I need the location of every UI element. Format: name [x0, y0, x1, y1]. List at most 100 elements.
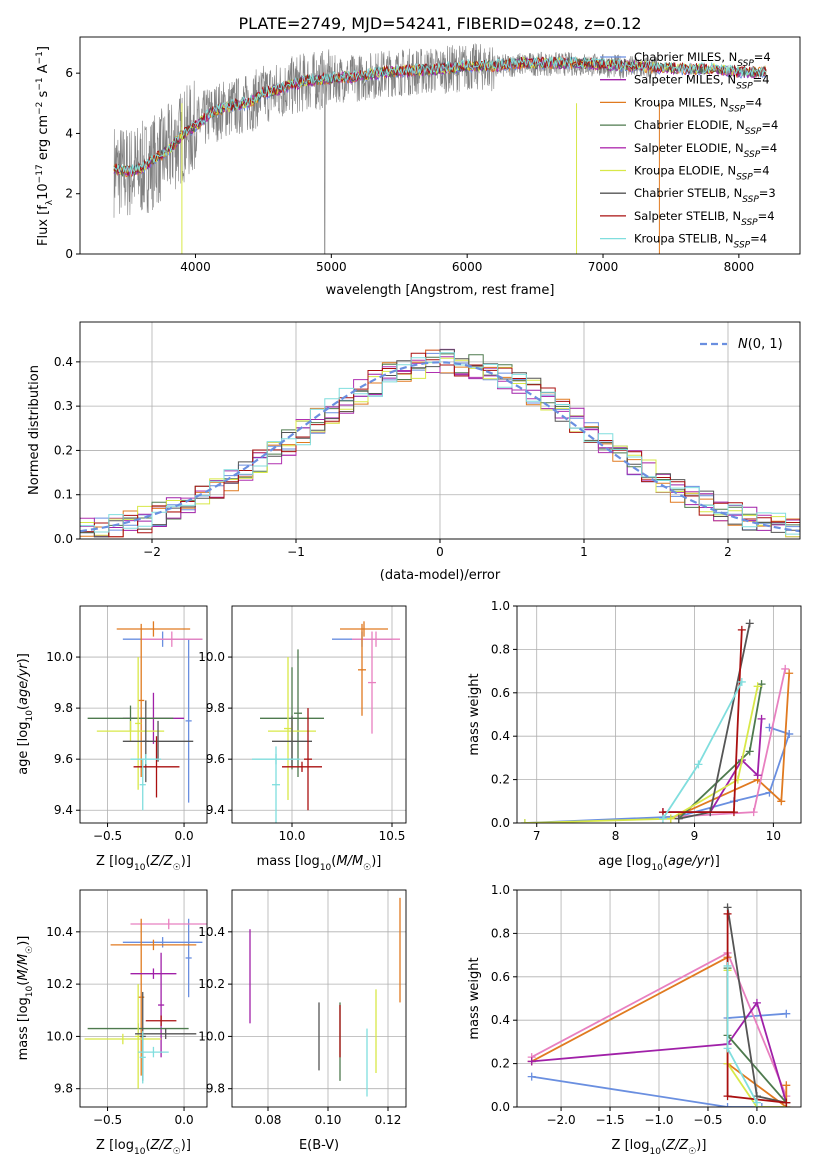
point-marker — [745, 619, 754, 628]
point-marker — [745, 747, 754, 756]
point-marker — [782, 1081, 791, 1090]
x-tick-label: −1.0 — [644, 1113, 673, 1127]
y-tick-label: 10.0 — [198, 650, 225, 664]
label-part: −2 — [35, 102, 45, 115]
x-tick-label: 0.0 — [175, 1113, 194, 1127]
label-part: ☉ — [363, 863, 371, 873]
y-tick-label: 9.4 — [54, 803, 73, 817]
observed-spectrum — [113, 43, 658, 254]
point-marker — [785, 669, 794, 678]
point-marker — [723, 1044, 732, 1053]
x-tick-label: 5000 — [316, 260, 347, 274]
point-marker — [658, 814, 667, 823]
y-tick-label: 10.0 — [46, 1029, 73, 1043]
label-part: Kroupa ELODIE, N — [634, 164, 736, 178]
plot-layer — [87, 621, 203, 811]
y-tick-label: 0.8 — [491, 926, 510, 940]
label-part: 10 — [25, 710, 35, 722]
point-marker — [527, 1072, 536, 1081]
label-part: ( — [661, 1138, 666, 1153]
point-marker — [752, 1098, 761, 1107]
label-part: Chabrier STELIB, N — [634, 186, 742, 200]
x-tick-label: 7000 — [588, 260, 619, 274]
point-marker — [694, 760, 703, 769]
label-part: ☉ — [173, 863, 181, 873]
label-part: Z/Z — [150, 1138, 174, 1153]
x-tick-label: 4000 — [180, 260, 211, 274]
label-part: )] — [16, 936, 31, 946]
label-part: Normed distribution — [27, 365, 42, 495]
y-tick-label: 0.4 — [491, 1013, 510, 1027]
axes-border — [231, 605, 407, 824]
label-part: 10 — [36, 183, 51, 200]
x-tick-label: −0.5 — [93, 1113, 122, 1127]
x-tick-label: 7 — [533, 829, 541, 843]
point-marker — [520, 819, 529, 823]
plot-layer — [527, 903, 791, 1107]
label-part: SSP — [741, 218, 758, 228]
y-tick-label: 9.8 — [54, 1082, 73, 1096]
label-part: ( — [331, 854, 336, 869]
label-part: (data-model)/error — [380, 568, 501, 583]
label-part: )] — [710, 854, 720, 869]
label-part: wavelength [Angstrom, rest frame] — [326, 283, 555, 298]
label-part: ☉ — [688, 1147, 696, 1157]
y-tick-label: 0.2 — [491, 773, 510, 787]
legend-label: Kroupa MILES, NSSP=4 — [634, 95, 762, 114]
label-part: N — [738, 337, 748, 352]
y-tick-label: 0.4 — [54, 355, 73, 369]
point-marker — [781, 664, 790, 673]
point-marker — [782, 1098, 791, 1107]
label-part: 10 — [134, 863, 146, 873]
point-marker — [752, 998, 761, 1007]
label-part: SSP — [737, 59, 754, 69]
point-marker — [723, 1103, 732, 1107]
label-part: mass [log — [16, 997, 31, 1060]
label-part: Z [log — [612, 1138, 650, 1153]
x-tick-label: 9 — [691, 829, 699, 843]
axes-frame: 0.08 0.10 0.12 9.8 10.0 10.2 10.4 — [198, 889, 407, 1127]
gaussian-curve — [80, 361, 800, 533]
label-part: s — [36, 90, 51, 101]
label-part: ( — [16, 981, 31, 986]
y-tick-label: 9.4 — [206, 803, 225, 817]
y-tick-label: 9.6 — [206, 752, 225, 766]
label-part: =4 — [761, 118, 778, 132]
axes-frame: −0.5 0.0 9.4 9.6 9.8 10.0 — [46, 605, 208, 843]
point-marker — [723, 909, 732, 918]
point-marker — [757, 714, 766, 723]
x-axis-label: Z [log10(Z/Z☉)] — [96, 1138, 191, 1157]
y-tick-label: 4 — [65, 126, 73, 140]
label-part: 10 — [134, 1147, 146, 1157]
label-part: age [log — [16, 722, 31, 775]
figure-title: PLATE=2749, MJD=54241, FIBERID=0248, z=0… — [238, 14, 641, 33]
x-tick-label: 10.0 — [279, 829, 306, 843]
axes-border — [79, 889, 208, 1108]
axes-frame: −0.5 0.0 9.8 10.0 10.2 10.4 — [46, 889, 208, 1127]
y-tick-label: 0.0 — [491, 816, 510, 830]
series-line — [670, 673, 791, 820]
label-part: −1 — [35, 77, 45, 90]
y-tick-label: 0.0 — [54, 532, 73, 546]
y-tick-label: 0.2 — [54, 443, 73, 457]
x-tick-label: −1.5 — [595, 1113, 624, 1127]
x-axis-label: (data-model)/error — [380, 568, 501, 583]
label-part: E(B-V) — [299, 1138, 339, 1153]
label-part: M/M — [336, 854, 363, 869]
label-part: =4 — [760, 141, 777, 155]
x-tick-label: −0.5 — [693, 1113, 722, 1127]
label-part: Salpeter MILES, N — [634, 73, 736, 87]
point-marker — [753, 682, 762, 691]
series-line — [524, 686, 759, 823]
label-part: 10 — [649, 1147, 661, 1157]
x-tick-label: −1 — [287, 545, 305, 559]
label-part: )] — [371, 854, 381, 869]
label-part: (0, 1) — [748, 337, 783, 352]
y-axis-label: Normed distribution — [27, 365, 42, 495]
y-tick-label: 0.6 — [491, 686, 510, 700]
x-tick-label: 0.12 — [375, 1113, 402, 1127]
y-tick-label: 0.0 — [491, 1100, 510, 1114]
legend-label: Salpeter STELIB, NSSP=4 — [634, 209, 775, 228]
x-tick-label: 8 — [612, 829, 620, 843]
